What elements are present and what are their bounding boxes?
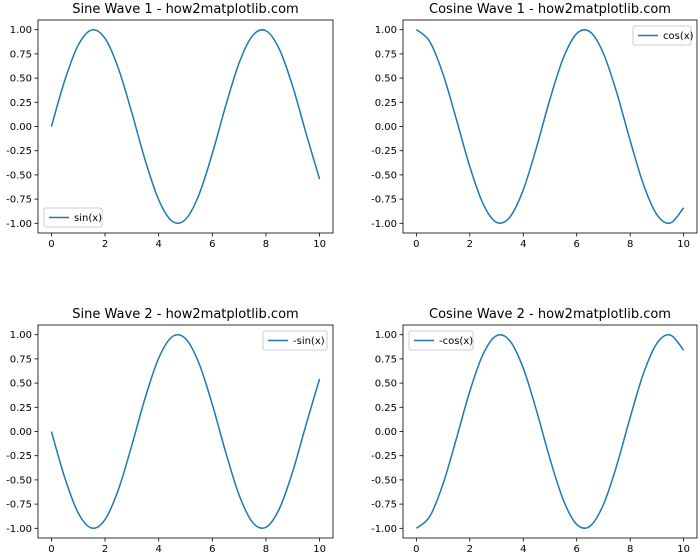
legend-box xyxy=(632,25,692,46)
x-tick-label: 8 xyxy=(263,239,269,250)
legend-label: cos(x) xyxy=(663,31,694,42)
series-line xyxy=(50,29,321,224)
x-tick-label: 6 xyxy=(209,239,215,250)
y-tick-label: 1.00 xyxy=(375,330,397,341)
legend-label: -cos(x) xyxy=(439,336,473,347)
y-tick-label: -0.50 xyxy=(6,475,32,486)
y-tick-label: -0.50 xyxy=(371,475,397,486)
y-tick-label: -0.75 xyxy=(6,500,32,511)
y-tick-label: 0.75 xyxy=(10,354,32,365)
y-tick-label: -1.00 xyxy=(6,219,32,230)
x-tick-label: 6 xyxy=(574,239,580,250)
series-line xyxy=(415,29,685,225)
x-tick-label: 4 xyxy=(520,544,526,555)
chart-title: Cosine Wave 1 - how2matplotlib.com xyxy=(429,2,671,17)
x-tick-label: 10 xyxy=(677,239,690,250)
series-line xyxy=(50,334,321,529)
axes-frame xyxy=(402,19,698,234)
y-tick-label: 0.75 xyxy=(375,354,397,365)
y-tick-label: 0.25 xyxy=(10,403,32,414)
x-tick-label: 8 xyxy=(627,239,633,250)
y-tick-label: -0.25 xyxy=(6,451,32,462)
y-tick-label: 0.50 xyxy=(375,74,397,85)
y-tick-label: -0.50 xyxy=(6,170,32,181)
legend: -cos(x) xyxy=(408,330,474,351)
y-tick-label: -0.75 xyxy=(6,195,32,206)
legend: sin(x) xyxy=(43,207,103,228)
x-tick-label: 6 xyxy=(574,544,580,555)
y-tick-label: 0.75 xyxy=(375,49,397,60)
legend-label: -sin(x) xyxy=(293,336,325,347)
y-tick-label: -0.75 xyxy=(371,500,397,511)
legend: -sin(x) xyxy=(262,330,328,351)
y-tick-label: 0.00 xyxy=(375,122,397,133)
chart-title: Cosine Wave 2 - how2matplotlib.com xyxy=(429,307,671,322)
y-tick-label: -1.00 xyxy=(371,219,397,230)
y-tick-label: 1.00 xyxy=(10,330,32,341)
subplot-4: Cosine Wave 2 - how2matplotlib.com 0 2 4 6 8 1… xyxy=(371,307,698,555)
x-tick-label: 0 xyxy=(413,544,419,555)
y-tick-label: 1.00 xyxy=(10,25,32,36)
y-tick-label: 0.25 xyxy=(375,98,397,109)
y-tick-label: -0.75 xyxy=(371,195,397,206)
x-tick-label: 8 xyxy=(263,544,269,555)
legend-box xyxy=(262,330,328,351)
chart-title: Sine Wave 1 - how2matplotlib.com xyxy=(72,2,298,17)
x-tick-label: 0 xyxy=(48,239,54,250)
x-tick-label: 2 xyxy=(102,239,108,250)
axes-frame xyxy=(37,324,334,539)
y-tick-label: 1.00 xyxy=(375,25,397,36)
y-tick-label: 0.50 xyxy=(375,379,397,390)
legend: cos(x) xyxy=(632,25,694,46)
subplot-2: Cosine Wave 1 - how2matplotlib.com 0 2 4 6 8 1… xyxy=(371,2,698,250)
subplot-1: Sine Wave 1 - how2matplotlib.com 0 2 4 6 8 10 -… xyxy=(6,2,334,250)
y-tick-label: -0.25 xyxy=(371,451,397,462)
x-tick-label: 0 xyxy=(413,239,419,250)
y-tick-label: -0.25 xyxy=(371,146,397,157)
x-tick-label: 2 xyxy=(102,544,108,555)
x-tick-label: 4 xyxy=(155,544,161,555)
y-tick-label: 0.00 xyxy=(375,427,397,438)
y-tick-label: 0.25 xyxy=(10,98,32,109)
y-tick-label: -0.25 xyxy=(6,146,32,157)
axes-frame xyxy=(37,19,334,234)
y-tick-label: 0.00 xyxy=(10,427,32,438)
y-tick-label: 0.25 xyxy=(375,403,397,414)
x-tick-label: 10 xyxy=(313,239,326,250)
x-tick-label: 10 xyxy=(677,544,690,555)
x-tick-label: 6 xyxy=(209,544,215,555)
y-tick-label: 0.00 xyxy=(10,122,32,133)
legend-box xyxy=(408,330,474,351)
legend-box xyxy=(43,207,103,228)
y-tick-label: 0.50 xyxy=(10,74,32,85)
series-line xyxy=(415,333,685,529)
legend-label: sin(x) xyxy=(74,213,102,224)
chart-title: Sine Wave 2 - how2matplotlib.com xyxy=(72,307,298,322)
y-tick-label: -1.00 xyxy=(6,524,32,535)
y-tick-label: -0.50 xyxy=(371,170,397,181)
axes-frame xyxy=(402,324,698,539)
x-tick-label: 8 xyxy=(627,544,633,555)
y-tick-label: 0.50 xyxy=(10,379,32,390)
x-tick-label: 4 xyxy=(520,239,526,250)
subplot-3: Sine Wave 2 - how2matplotlib.com 0 2 4 6 8 10 -… xyxy=(6,307,334,555)
x-tick-label: 2 xyxy=(467,239,473,250)
y-tick-label: 0.75 xyxy=(10,49,32,60)
x-tick-label: 2 xyxy=(467,544,473,555)
x-tick-label: 0 xyxy=(48,544,54,555)
x-tick-label: 4 xyxy=(155,239,161,250)
y-tick-label: -1.00 xyxy=(371,524,397,535)
x-tick-label: 10 xyxy=(313,544,326,555)
